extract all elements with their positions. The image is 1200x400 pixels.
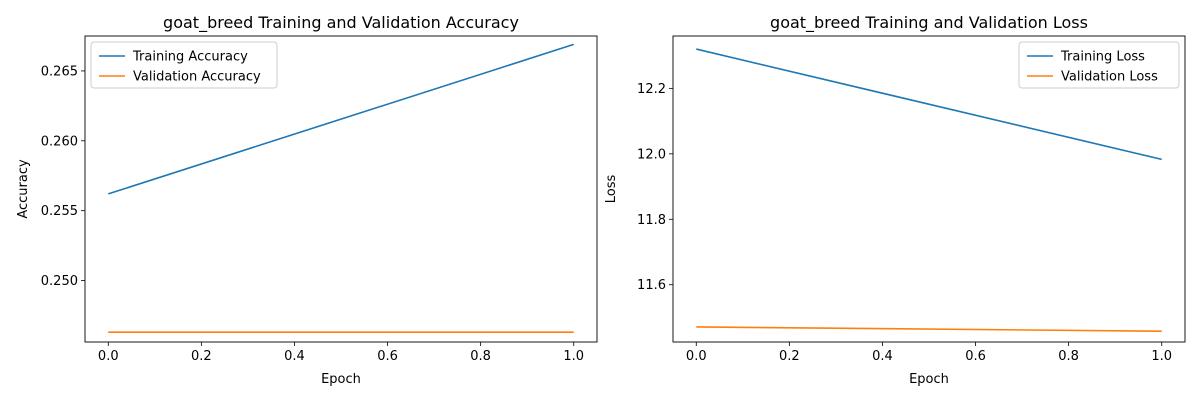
y-tick-label: 0.265: [41, 64, 78, 79]
legend-entry: Validation Accuracy: [133, 70, 261, 85]
chart-title: goat_breed Training and Validation Loss: [770, 13, 1088, 33]
x-axis-label: Epoch: [909, 372, 949, 387]
x-tick-label: 0.4: [284, 349, 305, 364]
x-tick-label: 0.8: [470, 349, 491, 364]
y-tick-label: 0.255: [41, 204, 78, 219]
y-tick-label: 12.0: [637, 147, 666, 162]
legend: Training Accuracy Validation Accuracy: [90, 41, 278, 89]
x-tick-label: 0.0: [686, 349, 707, 364]
x-tick-label: 1.0: [563, 349, 584, 364]
chart-1: goat_breed Training and Validation Accur…: [16, 13, 598, 387]
y-tick-label: 0.260: [41, 134, 78, 149]
y-tick-label: 12.2: [637, 82, 666, 97]
x-tick-label: 0.0: [98, 349, 119, 364]
y-tick-label: 0.250: [41, 274, 78, 289]
x-tick-label: 0.2: [779, 349, 800, 364]
series-line-2: [696, 326, 1162, 332]
chart-2: goat_breed Training and Validation Loss 0…: [604, 13, 1186, 387]
legend-entry: Training Accuracy: [132, 50, 248, 65]
plot-frame: [672, 35, 1186, 343]
x-tick-label: 0.6: [965, 349, 986, 364]
legend-box: [1018, 41, 1180, 89]
y-tick-label: 11.8: [637, 213, 666, 228]
series-line-1: [108, 43, 574, 195]
x-tick-label: 0.8: [1058, 349, 1079, 364]
y-axis-label: Accuracy: [16, 159, 31, 219]
x-tick-label: 0.4: [872, 349, 893, 364]
x-tick-label: 0.2: [191, 349, 212, 364]
x-tick-label: 0.6: [377, 349, 398, 364]
legend-entry: Training Loss: [1060, 50, 1145, 65]
series-line-1: [696, 48, 1162, 161]
y-tick-label: 11.6: [637, 278, 666, 293]
legend-box: [90, 41, 278, 89]
chart-title: goat_breed Training and Validation Accur…: [163, 13, 519, 33]
x-axis-label: Epoch: [321, 372, 361, 387]
legend-entry: Validation Loss: [1061, 70, 1158, 85]
plot-frame: [84, 35, 598, 343]
legend: Training Loss Validation Loss: [1018, 41, 1180, 89]
y-axis-label: Loss: [604, 175, 619, 204]
x-tick-label: 1.0: [1151, 349, 1172, 364]
